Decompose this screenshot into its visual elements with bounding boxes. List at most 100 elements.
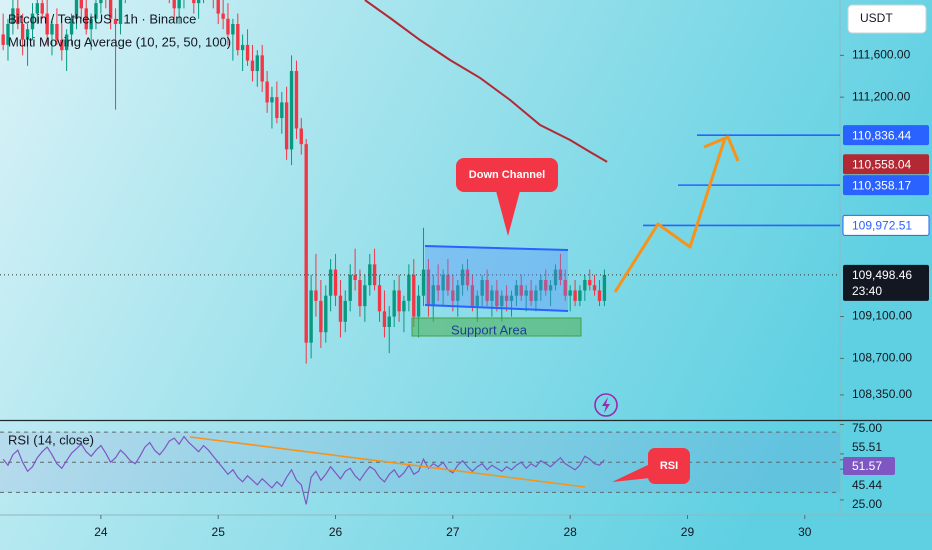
candle-body <box>588 280 592 286</box>
candle-body <box>40 3 44 14</box>
currency-box[interactable] <box>847 4 927 34</box>
candle-body <box>250 60 255 72</box>
candle-body <box>368 264 372 286</box>
candle-body <box>1 34 5 45</box>
candle-body <box>446 274 450 291</box>
level-label-box <box>843 125 929 146</box>
candle-body <box>196 0 201 4</box>
candle-body <box>260 55 264 82</box>
candle-body <box>377 285 382 312</box>
y-tick-label: 109,100.00 <box>852 309 912 323</box>
down-channel-fill <box>425 246 568 311</box>
candle-body <box>338 295 343 322</box>
rsi-callout-pointer <box>612 464 650 482</box>
candle-body <box>221 13 225 19</box>
axes: 111,600.00 111,200.00 109,100.00 108,700.00… <box>94 48 930 539</box>
candle-body <box>226 18 230 35</box>
candle-body <box>583 280 587 291</box>
candle-body <box>397 290 401 312</box>
main-pane <box>0 0 840 364</box>
candle-body <box>480 280 484 296</box>
candle-body <box>563 280 567 296</box>
rsi-callout-label: RSI <box>660 460 678 472</box>
candle-body <box>382 311 387 328</box>
candle-body <box>436 285 440 291</box>
candle-body <box>490 290 494 301</box>
candle-body <box>216 0 220 14</box>
candle-body <box>113 18 118 25</box>
candle-body <box>240 44 245 51</box>
candle-body <box>465 269 470 286</box>
candle-body <box>280 102 284 119</box>
level-label: 109,972.51 <box>852 219 912 233</box>
candle-body <box>348 274 352 301</box>
candle-body <box>55 24 59 40</box>
candle-body <box>309 290 313 343</box>
candle-body <box>89 18 93 30</box>
candle-body <box>289 71 294 150</box>
y-tick-label: 108,350.00 <box>852 387 912 401</box>
rsi-value-label: 55.51 <box>852 440 882 454</box>
candle-body <box>568 290 572 296</box>
channel-top <box>424 245 569 251</box>
candle-body <box>416 295 421 317</box>
candle-body <box>407 274 411 301</box>
candle-body <box>485 280 489 301</box>
candle-body <box>597 290 602 301</box>
candle-body <box>358 280 362 307</box>
rsi-last-box <box>843 456 895 475</box>
x-tick-label: 24 <box>94 525 108 539</box>
candle-body <box>402 300 406 312</box>
callout-pointer <box>496 191 520 236</box>
candle-body <box>509 295 514 301</box>
candle-body <box>592 285 597 291</box>
candle-body <box>475 295 479 307</box>
candle-body <box>412 274 416 317</box>
alert-icon-bolt <box>602 397 610 413</box>
rsi-tick-label: 75.00 <box>852 421 882 435</box>
ma-label: 110,558.04 <box>852 157 911 171</box>
candle-body <box>387 316 391 328</box>
candle-body <box>94 3 98 19</box>
candle-body <box>392 290 396 317</box>
candle-body <box>421 269 426 296</box>
candle-body <box>265 81 269 103</box>
candle-body <box>460 269 465 286</box>
projection-arrow-head <box>703 135 740 162</box>
x-tick-label: 28 <box>563 525 577 539</box>
candle-body <box>504 295 509 301</box>
candle-body <box>177 0 181 9</box>
rsi-value-label: 51.57 <box>852 459 882 473</box>
candle-body <box>363 285 367 307</box>
candle-body <box>74 0 79 19</box>
candle-body <box>578 290 582 301</box>
candle-body <box>539 280 543 291</box>
candle-body <box>294 71 299 129</box>
candle-body <box>35 3 39 14</box>
candle-body <box>6 24 10 45</box>
x-tick-label: 27 <box>446 525 460 539</box>
level-label: 110,358.17 <box>852 178 911 192</box>
x-tick-label: 25 <box>212 525 226 539</box>
y-tick-label: 111,600.00 <box>852 48 911 62</box>
indicator-title: Multi Moving Average (10, 25, 50, 100) <box>8 34 231 49</box>
last-price-box <box>843 264 929 301</box>
projection-arrow <box>613 137 727 293</box>
y-tick-label: 108,700.00 <box>852 351 912 365</box>
callout-label: Down Channel <box>469 169 545 181</box>
rsi-title: RSI (14, close) <box>8 432 94 447</box>
candle-body <box>245 44 250 61</box>
candle-body <box>236 24 240 51</box>
candle-body <box>324 295 328 333</box>
drawings: Support Area Down Channel <box>411 135 740 417</box>
candle-body <box>529 290 533 301</box>
candle-body <box>500 295 504 307</box>
alert-icon[interactable] <box>594 393 618 417</box>
candle-body <box>426 269 431 307</box>
candle-body <box>372 264 377 286</box>
candle-body <box>69 18 74 35</box>
candle-body <box>519 285 523 296</box>
candle-body <box>16 8 20 25</box>
candle-body <box>319 300 323 333</box>
